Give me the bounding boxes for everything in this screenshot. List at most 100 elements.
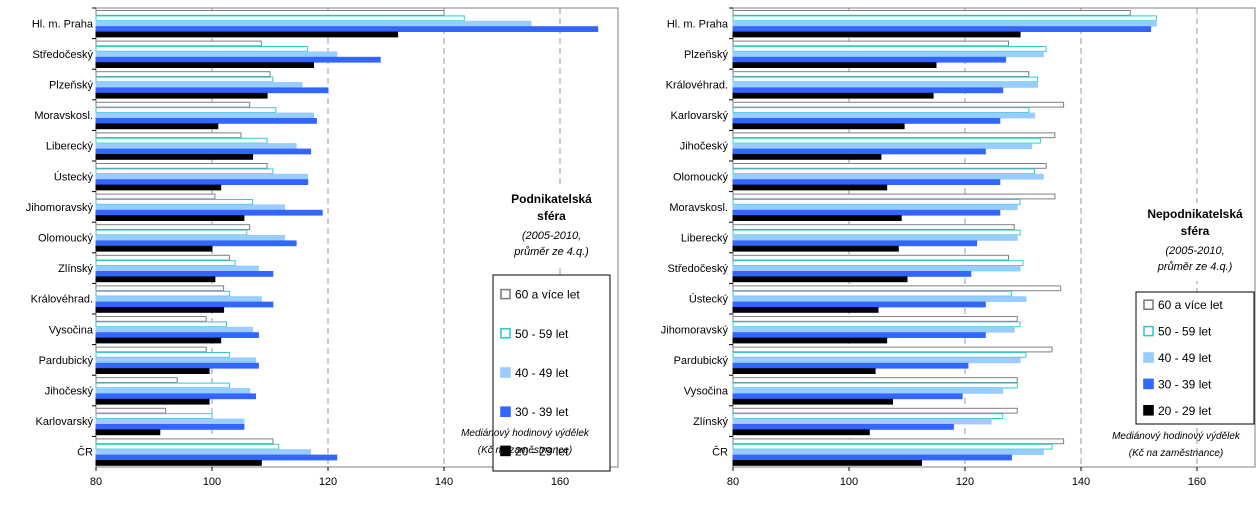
bar-5 bbox=[732, 245, 899, 252]
bar-5 bbox=[95, 337, 222, 344]
bar-2 bbox=[95, 137, 268, 144]
bar-3 bbox=[732, 51, 1044, 58]
bar-4 bbox=[732, 118, 1001, 124]
bar-4 bbox=[95, 332, 259, 339]
bar-3 bbox=[732, 173, 1044, 180]
bar-2 bbox=[732, 260, 1024, 267]
chart-title: Podnikatelská sféra bbox=[511, 192, 592, 223]
legend-swatch bbox=[1143, 352, 1154, 363]
bar-3 bbox=[732, 449, 1044, 456]
bar-2 bbox=[95, 443, 280, 450]
bar-2 bbox=[732, 352, 1027, 358]
bar-2 bbox=[95, 76, 274, 83]
legend-box bbox=[492, 274, 611, 472]
bar-1 bbox=[732, 285, 1062, 292]
bar-5 bbox=[95, 276, 216, 283]
category-label: Olomoucký bbox=[673, 171, 729, 183]
bar-1 bbox=[732, 254, 1009, 261]
bar-2 bbox=[732, 168, 1036, 175]
chart-subtitle: průměr ze 4.q.) bbox=[1157, 261, 1233, 273]
bar-4 bbox=[95, 179, 309, 185]
bar-1 bbox=[95, 163, 268, 169]
legend-swatch bbox=[500, 327, 511, 339]
bar-3 bbox=[732, 143, 1033, 149]
bar-3 bbox=[95, 51, 338, 58]
x-tick-label: 120 bbox=[956, 476, 974, 488]
bar-4 bbox=[95, 118, 317, 124]
bar-3 bbox=[95, 204, 285, 211]
category-label: Královéhrad. bbox=[666, 80, 728, 92]
chart-title-line: sféra bbox=[1181, 224, 1210, 238]
bar-3 bbox=[732, 265, 1021, 272]
bar-2 bbox=[95, 260, 236, 267]
bar-3 bbox=[95, 265, 259, 272]
category-label: Středočeský bbox=[667, 263, 728, 275]
chart-note: (Kč na zaměstnance) bbox=[1129, 448, 1224, 459]
legend-swatch bbox=[500, 367, 511, 378]
bar-5 bbox=[95, 245, 213, 252]
bar-3 bbox=[732, 418, 992, 425]
bar-3 bbox=[95, 143, 297, 149]
bar-4 bbox=[95, 240, 297, 247]
bar-1 bbox=[732, 346, 1053, 353]
bar-3 bbox=[95, 112, 314, 119]
category-label: Jihočeský bbox=[45, 386, 94, 398]
legend-swatch bbox=[500, 445, 511, 457]
bar-2 bbox=[732, 107, 1030, 113]
bar-5 bbox=[732, 429, 870, 436]
bar-1 bbox=[732, 40, 1009, 47]
legend-label: 20 - 29 let bbox=[515, 444, 569, 458]
bar-2 bbox=[95, 168, 274, 175]
bar-2 bbox=[95, 382, 230, 389]
bar-4 bbox=[732, 179, 1001, 185]
bar-4 bbox=[732, 271, 972, 277]
bar-4 bbox=[732, 424, 954, 430]
bar-3 bbox=[95, 449, 312, 456]
category-label: Plzeňský bbox=[684, 49, 729, 61]
bar-1 bbox=[95, 224, 251, 230]
bar-1 bbox=[732, 316, 1018, 322]
legend-label: 20 - 29 let bbox=[1158, 404, 1212, 418]
bar-5 bbox=[732, 184, 888, 191]
legend-label: 40 - 49 let bbox=[515, 366, 569, 380]
bar-4 bbox=[95, 301, 274, 308]
bar-3 bbox=[95, 20, 532, 27]
chart-2: 80 100 120 140 160 Hl. m. Praha Plzeňský Králov… bbox=[661, 7, 1256, 488]
bar-1 bbox=[732, 163, 1047, 169]
chart-title: Nepodnikatelská sféra bbox=[1147, 207, 1243, 238]
category-label: Pardubický bbox=[39, 355, 94, 367]
bar-2 bbox=[732, 382, 1018, 389]
category-label: Hl. m. Praha bbox=[32, 18, 94, 30]
bar-3 bbox=[95, 357, 256, 364]
bar-5 bbox=[95, 398, 210, 405]
category-label: Zlínský bbox=[693, 416, 728, 428]
bar-5 bbox=[732, 31, 1021, 38]
bar-2 bbox=[732, 290, 1012, 297]
bar-4 bbox=[732, 454, 1012, 461]
bar-4 bbox=[732, 26, 1152, 33]
legend-box bbox=[1135, 291, 1255, 425]
category-label: Vysočina bbox=[49, 324, 94, 336]
bar-2 bbox=[95, 229, 248, 236]
bar-1 bbox=[732, 132, 1056, 139]
bar-2 bbox=[95, 321, 227, 328]
bar-1 bbox=[732, 101, 1065, 108]
bar-1 bbox=[95, 377, 178, 384]
bar-3 bbox=[732, 112, 1036, 119]
bar-3 bbox=[95, 418, 245, 425]
bar-3 bbox=[732, 20, 1157, 27]
bar-4 bbox=[732, 301, 986, 308]
chart-1: 80 100 120 140 160 Hl. m. Praha Středočeský Plz… bbox=[26, 7, 619, 488]
bar-4 bbox=[732, 56, 1007, 63]
bar-3 bbox=[95, 235, 285, 241]
bar-4 bbox=[95, 424, 245, 430]
legend-swatch bbox=[1143, 404, 1154, 416]
legend-label: 40 - 49 let bbox=[1158, 351, 1212, 365]
bar-1 bbox=[95, 101, 251, 108]
bar-1 bbox=[732, 71, 1030, 77]
category-label: Moravskosl. bbox=[669, 202, 728, 214]
category-label: Zlínský bbox=[58, 263, 93, 275]
chart-note: Mediánový hodinový výdělek bbox=[1112, 431, 1241, 442]
bar-4 bbox=[95, 271, 274, 277]
